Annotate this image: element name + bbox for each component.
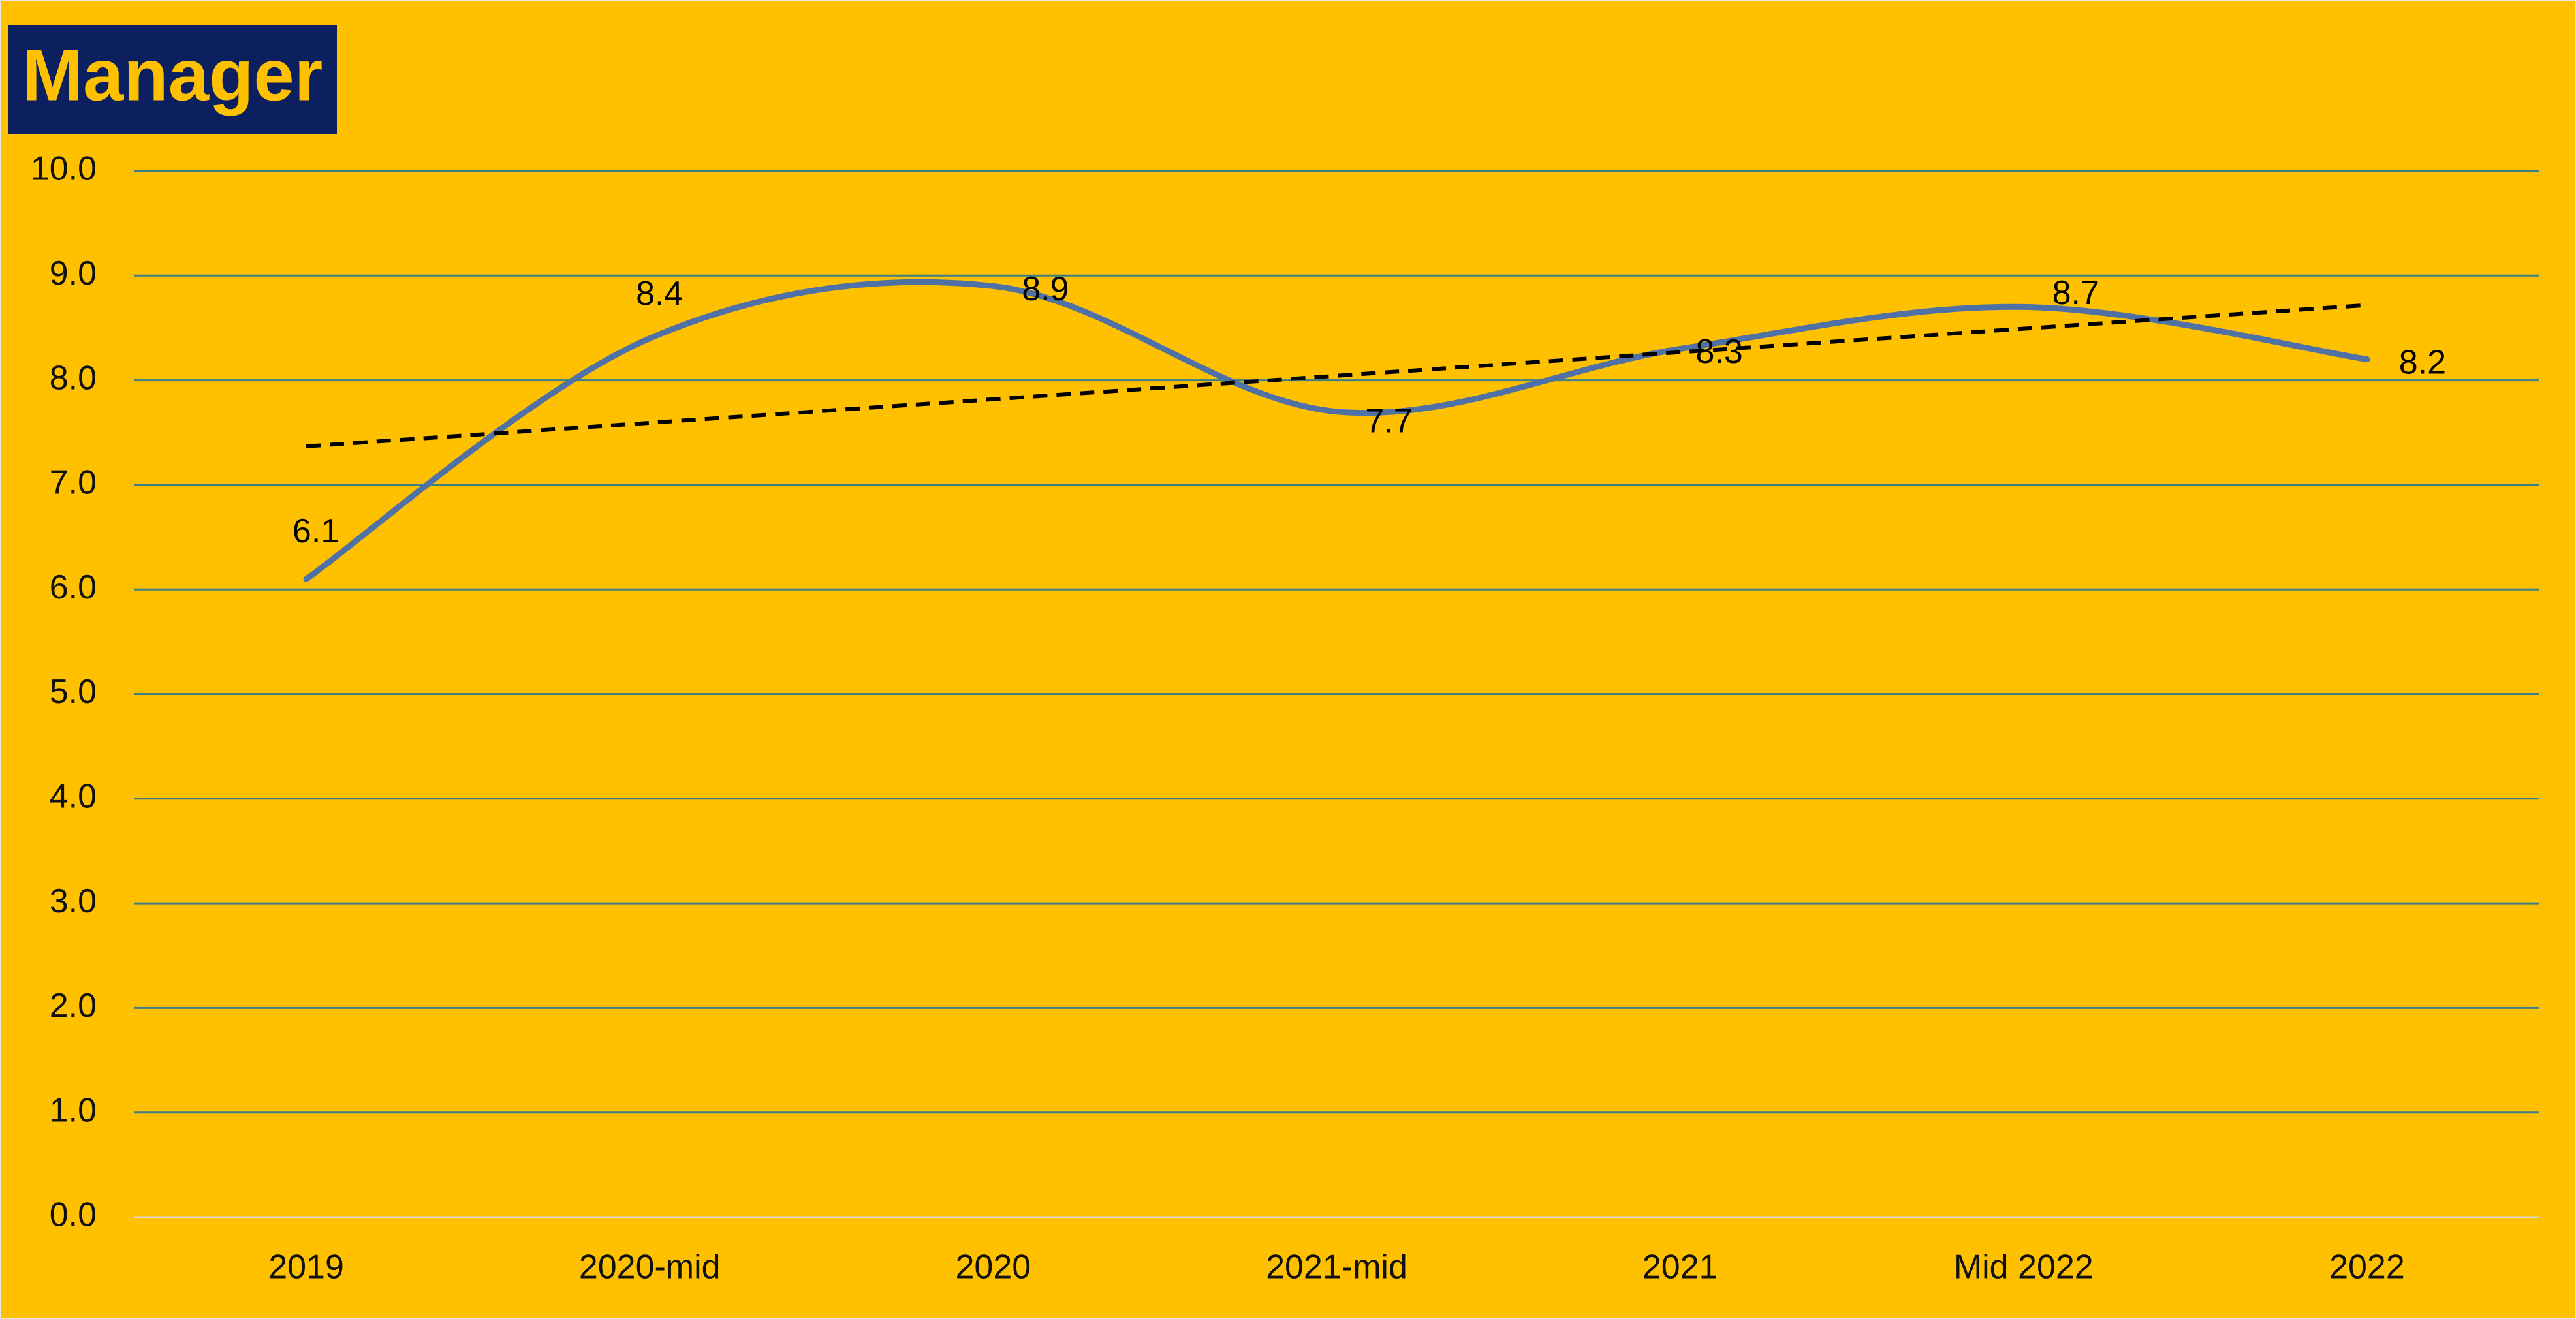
- data-label: 8.2: [2399, 343, 2446, 381]
- data-label: 8.7: [2052, 274, 2099, 312]
- trendline: [306, 303, 2368, 448]
- x-tick-label: 2020: [956, 1249, 1031, 1286]
- y-tick-label: 3.0: [50, 882, 97, 920]
- y-tick-label: 2.0: [50, 987, 97, 1025]
- x-tick-label: 2022: [2329, 1249, 2405, 1286]
- x-tick-label: Mid 2022: [1954, 1249, 2094, 1286]
- y-tick-label: 10.0: [31, 150, 97, 188]
- y-tick-label: 1.0: [50, 1091, 97, 1129]
- data-label: 7.7: [1365, 402, 1412, 440]
- y-tick-label: 0.0: [50, 1196, 97, 1234]
- y-tick-label: 7.0: [50, 464, 97, 502]
- data-label: 8.9: [1022, 270, 1069, 308]
- y-tick-label: 8.0: [50, 359, 97, 397]
- chart-title: Manager: [22, 35, 323, 116]
- y-tick-label: 4.0: [50, 778, 97, 816]
- data-label: 6.1: [292, 512, 339, 550]
- x-tick-label: 2020-mid: [579, 1249, 721, 1286]
- data-label: 8.3: [1695, 333, 1742, 371]
- y-tick-label: 6.0: [50, 568, 97, 606]
- y-tick-label: 9.0: [50, 255, 97, 292]
- data-line: [303, 279, 2370, 582]
- x-tick-label: 2021-mid: [1266, 1249, 1407, 1286]
- x-tick-label: 2019: [268, 1249, 344, 1286]
- x-tick-label: 2021: [1642, 1249, 1718, 1286]
- y-tick-label: 5.0: [50, 673, 97, 711]
- title-box: [8, 25, 337, 134]
- data-label: 8.4: [636, 275, 683, 313]
